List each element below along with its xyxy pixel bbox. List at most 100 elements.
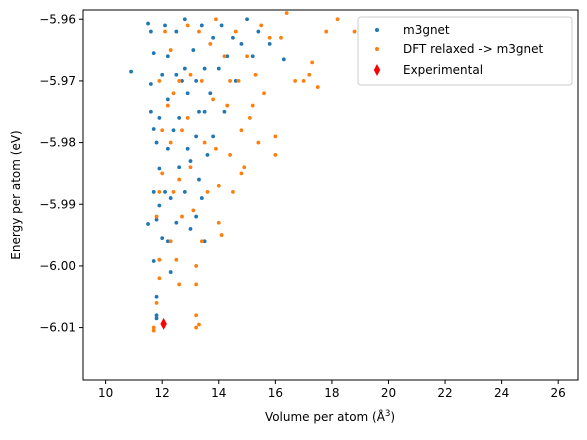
legend-label-dft-relaxed: DFT relaxed -> m3gnet: [403, 42, 543, 56]
data-point: [146, 21, 150, 26]
data-point: [174, 72, 179, 77]
data-point: [310, 60, 315, 65]
data-point: [202, 140, 207, 145]
data-point: [168, 270, 173, 274]
data-point: [197, 322, 201, 327]
data-point: [180, 128, 184, 133]
x-tick-label: 24: [494, 386, 509, 400]
data-point: [185, 146, 190, 151]
data-point: [160, 72, 165, 77]
data-point: [208, 91, 213, 96]
data-point: [225, 103, 230, 108]
data-point: [315, 85, 320, 89]
data-point: [171, 128, 176, 133]
data-point: [202, 109, 207, 114]
data-point: [165, 239, 170, 244]
data-point: [160, 128, 165, 133]
data-point: [154, 217, 159, 222]
legend-label-m3gnet: m3gnet: [403, 23, 450, 37]
data-point: [165, 97, 170, 102]
data-point: [284, 11, 289, 15]
data-point: [253, 72, 258, 77]
data-point: [259, 23, 264, 28]
data-point: [216, 183, 221, 188]
data-point: [163, 190, 167, 194]
x-tick-label: 22: [437, 386, 452, 400]
data-point: [239, 171, 244, 176]
data-point: [239, 42, 244, 46]
legend-marker-experimental: [373, 64, 381, 76]
data-point: [185, 23, 190, 28]
data-point: [194, 134, 199, 139]
data-point: [199, 196, 204, 200]
data-point: [157, 79, 162, 83]
data-point: [177, 165, 182, 170]
data-point: [219, 23, 224, 28]
data-point: [160, 171, 165, 176]
data-point: [199, 23, 204, 28]
legend-marker-dft-relaxed: [375, 47, 379, 51]
data-point: [154, 316, 159, 321]
data-point: [208, 42, 213, 46]
legend-box: [357, 16, 573, 86]
data-point: [211, 134, 216, 139]
data-point: [307, 72, 312, 77]
data-point: [222, 54, 227, 59]
data-point: [267, 42, 272, 46]
legend: m3gnet DFT relaxed -> m3gnet Experimenta…: [357, 16, 573, 86]
data-point: [205, 190, 210, 194]
x-tick-label: 16: [268, 386, 283, 400]
data-point: [301, 79, 306, 83]
data-point: [324, 29, 329, 34]
data-point: [185, 91, 190, 96]
data-point: [293, 79, 298, 83]
series-dft-relaxed-m3gnet: [151, 11, 357, 333]
data-point: [157, 257, 162, 262]
data-point: [165, 54, 170, 59]
x-tick-label: 18: [324, 386, 339, 400]
data-point: [151, 51, 156, 56]
data-point: [242, 165, 247, 170]
data-point: [177, 116, 182, 120]
y-tick-label: −5.99: [39, 197, 76, 211]
data-point: [171, 190, 176, 194]
data-point: [151, 127, 156, 131]
data-point: [233, 29, 238, 34]
data-point: [256, 29, 261, 34]
data-point: [211, 35, 216, 40]
data-point: [281, 57, 286, 62]
data-point: [191, 48, 196, 52]
data-point: [273, 153, 278, 157]
y-tick-label: −5.97: [39, 74, 76, 88]
data-point: [231, 190, 235, 194]
data-point: [191, 208, 196, 213]
data-point: [180, 79, 184, 83]
data-point: [182, 17, 187, 22]
data-point: [228, 153, 232, 157]
data-point: [188, 165, 193, 170]
data-point: [245, 54, 249, 59]
legend-marker-m3gnet: [375, 28, 379, 32]
data-point: [222, 109, 227, 114]
data-point: [247, 116, 252, 120]
data-point: [228, 79, 232, 83]
data-point: [239, 128, 244, 133]
data-point: [157, 190, 162, 194]
data-point: [151, 259, 156, 263]
data-point: [154, 214, 159, 219]
data-point: [262, 91, 266, 96]
data-point: [225, 54, 230, 59]
data-point: [177, 79, 182, 83]
data-point: [194, 264, 199, 268]
data-point: [335, 17, 340, 22]
data-point: [154, 313, 159, 318]
y-tick-label: −5.98: [39, 136, 76, 150]
data-point: [352, 29, 357, 34]
data-point: [245, 17, 249, 22]
data-point-experimental: [160, 317, 167, 330]
data-point: [188, 227, 193, 231]
data-point: [202, 239, 207, 244]
series-experimental: [160, 317, 167, 330]
data-point: [160, 236, 165, 241]
